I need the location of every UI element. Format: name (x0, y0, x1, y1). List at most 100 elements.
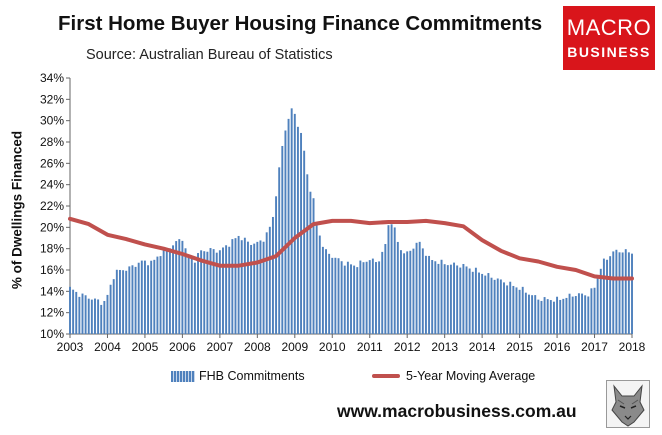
fhb-commitments-bar (549, 300, 552, 334)
y-tick-label: 10% (40, 327, 64, 341)
fhb-commitments-bar (599, 268, 602, 334)
x-tick-label: 2007 (207, 340, 234, 354)
fhb-commitments-bar (321, 246, 324, 334)
y-tick-label: 20% (40, 220, 64, 234)
x-tick-label: 2006 (169, 340, 196, 354)
logo-line-macro: MACRO (566, 15, 652, 40)
fhb-commitments-bar (134, 266, 137, 334)
fhb-commitments-bar (81, 293, 84, 334)
fhb-commitments-bar (281, 145, 284, 334)
fhb-commitments-bar (237, 235, 240, 334)
fhb-commitments-bar (172, 245, 174, 334)
x-tick-label: 2013 (431, 340, 458, 354)
fhb-commitments-bar (493, 279, 496, 334)
fhb-commitments-bar (443, 264, 446, 334)
x-tick-label: 2015 (506, 340, 533, 354)
fhb-commitments-bar (518, 289, 521, 334)
fhb-commitments-bar (350, 264, 352, 334)
fhb-commitments-bar (212, 249, 215, 334)
x-tick-label: 2005 (132, 340, 159, 354)
y-tick-label: 26% (40, 156, 64, 170)
x-tick-label: 2014 (469, 340, 496, 354)
fhb-commitments-bar (590, 288, 593, 334)
fhb-commitments-bar (506, 285, 509, 334)
fhb-commitments-bar (87, 298, 90, 334)
fhb-commitments-bar (412, 248, 415, 334)
fhb-commitments-bar (69, 286, 71, 334)
fhb-commitments-bar (571, 296, 574, 334)
fhb-commitments-bar (356, 267, 359, 334)
fhb-commitments-bar (253, 243, 256, 334)
fhb-commitments-bar (453, 262, 455, 334)
fhb-commitments-bar (209, 248, 212, 334)
fhb-commitments-bar (131, 265, 134, 334)
fhb-commitments-bar (362, 262, 365, 334)
fhb-commitments-bar (315, 222, 318, 334)
fhb-commitments-bar (403, 253, 406, 334)
fhb-commitments-bar (490, 277, 493, 334)
fhb-commitments-bar (456, 265, 459, 334)
fhb-commitments-bar (193, 262, 196, 334)
fhb-commitments-bar (72, 289, 75, 334)
fhb-commitments-bar (428, 255, 431, 334)
fhb-commitments-bar (296, 126, 299, 334)
fhb-commitments-bar (446, 265, 449, 334)
fhb-commitments-bar (381, 251, 384, 334)
fhb-commitments-bar (200, 250, 203, 334)
fhb-commitments-bar (231, 239, 234, 334)
chart-subtitle: Source: Australian Bureau of Statistics (86, 47, 333, 63)
fhb-commitments-bar (275, 196, 278, 334)
wolf-emblem-icon (606, 380, 650, 428)
fhb-commitments-bar (337, 258, 340, 334)
fhb-commitments-bar (581, 293, 584, 334)
fhb-commitments-bar (618, 252, 621, 334)
fhb-commitments-bar (303, 150, 306, 334)
fhb-commitments-bar (627, 252, 630, 334)
fhb-commitments-bar (325, 249, 327, 334)
fhb-commitments-bar (596, 277, 599, 334)
fhb-commitments-bar (503, 282, 505, 334)
fhb-commitments-bar (556, 296, 559, 334)
fhb-commitments-bar (478, 272, 480, 334)
fhb-commitments-bar (118, 269, 121, 334)
fhb-commitments-bar (115, 269, 118, 334)
fhb-commitments-bar (184, 248, 187, 334)
fhb-commitments-bar (318, 235, 321, 334)
fhb-commitments-bar (559, 299, 562, 334)
fhb-commitments-bar (615, 249, 618, 334)
fhb-commitments-bar (474, 267, 477, 334)
fhb-commitments-bar (393, 227, 396, 334)
fhb-commitments-bar (390, 224, 393, 334)
y-tick-label: 28% (40, 135, 64, 149)
fhb-commitments-bar (418, 241, 421, 334)
x-tick-label: 2010 (319, 340, 346, 354)
fhb-commitments-bar (178, 239, 181, 334)
fhb-commitments-bar (287, 118, 290, 334)
fhb-commitments-bar (399, 250, 402, 334)
fhb-commitments-bar (378, 261, 381, 334)
fhb-commitments-bar (137, 262, 140, 334)
x-tick-label: 2017 (581, 340, 608, 354)
fhb-commitments-bar (162, 249, 165, 334)
chart-title: First Home Buyer Housing Finance Commitm… (58, 12, 543, 35)
fhb-commitments-bar (521, 286, 524, 334)
fhb-commitments-bar (481, 273, 484, 334)
fhb-commitments-bar (487, 273, 490, 334)
fhb-commitments-bar (584, 295, 587, 334)
fhb-commitments-bar (524, 292, 527, 334)
fhb-commitments-bar (181, 240, 184, 334)
fhb-commitments-bar (409, 250, 412, 334)
fhb-commitments-bar (602, 258, 605, 334)
fhb-commitments-bar (421, 248, 424, 334)
fhb-commitments-bar (271, 216, 274, 334)
fhb-commitments-bar (143, 260, 146, 334)
fhb-commitments-bar (259, 240, 262, 334)
fhb-commitments-bar (540, 300, 543, 334)
macrobusiness-logo: MACRO BUSINESS (563, 6, 655, 70)
fhb-commitments-bar (431, 260, 434, 334)
legend-label-moving-average: 5-Year Moving Average (406, 369, 536, 383)
fhb-commitments-bar (265, 232, 268, 334)
fhb-commitments-bar (624, 249, 627, 334)
fhb-commitments-bar (225, 245, 228, 334)
fhb-commitments-bar (515, 287, 518, 334)
